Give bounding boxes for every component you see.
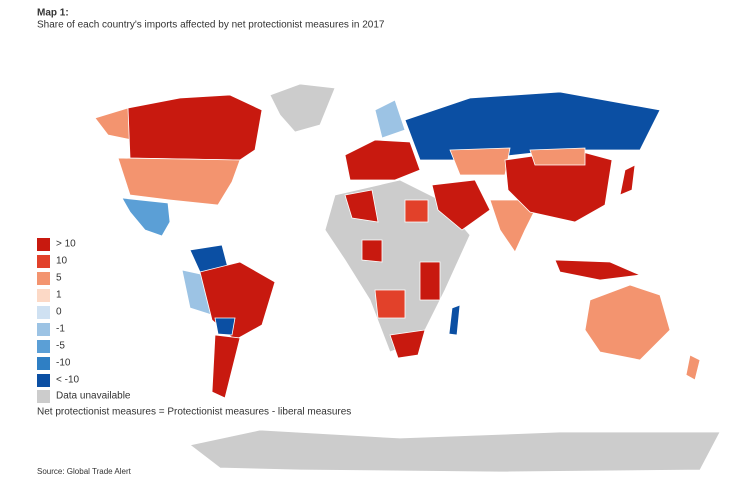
usa <box>117 157 241 206</box>
map-label: Map 1: <box>37 8 69 19</box>
legend-swatch <box>37 374 50 387</box>
map-title: Share of each country's imports affected… <box>37 20 385 31</box>
legend-swatch <box>37 390 50 403</box>
south-africa <box>389 329 426 359</box>
greenland <box>269 83 336 133</box>
legend-swatch <box>37 255 50 268</box>
nigeria <box>361 239 383 263</box>
japan <box>619 164 636 196</box>
indonesia <box>554 259 642 281</box>
legend-label: -1 <box>56 324 65 335</box>
legend-swatch <box>37 306 50 319</box>
mexico <box>121 197 171 237</box>
legend-label: < -10 <box>56 375 80 386</box>
map-source: Source: Global Trade Alert <box>37 467 132 476</box>
legend-swatch <box>37 323 50 336</box>
scandinavia <box>374 99 406 139</box>
algeria <box>344 189 379 223</box>
legend-label: 10 <box>56 256 68 267</box>
legend-swatch <box>37 289 50 302</box>
new-zealand <box>685 354 701 381</box>
central-asia <box>449 147 511 176</box>
egypt <box>404 199 429 223</box>
antarctica <box>189 429 721 473</box>
world-map <box>94 83 721 473</box>
canada <box>127 94 263 161</box>
madagascar <box>448 304 461 336</box>
legend-label: > 10 <box>56 239 76 250</box>
legend-label: 5 <box>56 273 62 284</box>
russia <box>404 91 661 161</box>
map-note: Net protectionist measures = Protectioni… <box>37 407 351 418</box>
legend-swatch <box>37 238 50 251</box>
bolivia <box>214 317 236 336</box>
legend-swatch <box>37 357 50 370</box>
legend-label: -5 <box>56 341 65 352</box>
alaska <box>94 107 133 141</box>
legend-swatch <box>37 272 50 285</box>
legend-label: -10 <box>56 358 71 369</box>
australia <box>584 284 671 361</box>
mongolia <box>529 147 586 166</box>
legend-label: 0 <box>56 307 62 318</box>
middle-east <box>431 179 491 231</box>
legend-swatch <box>37 340 50 353</box>
argentina <box>211 334 241 399</box>
legend-label: 1 <box>56 290 62 301</box>
europe-west <box>344 139 421 181</box>
brazil <box>199 261 276 341</box>
angola <box>374 289 406 319</box>
legend-label: Data unavailable <box>56 391 131 402</box>
east-africa <box>419 261 441 301</box>
